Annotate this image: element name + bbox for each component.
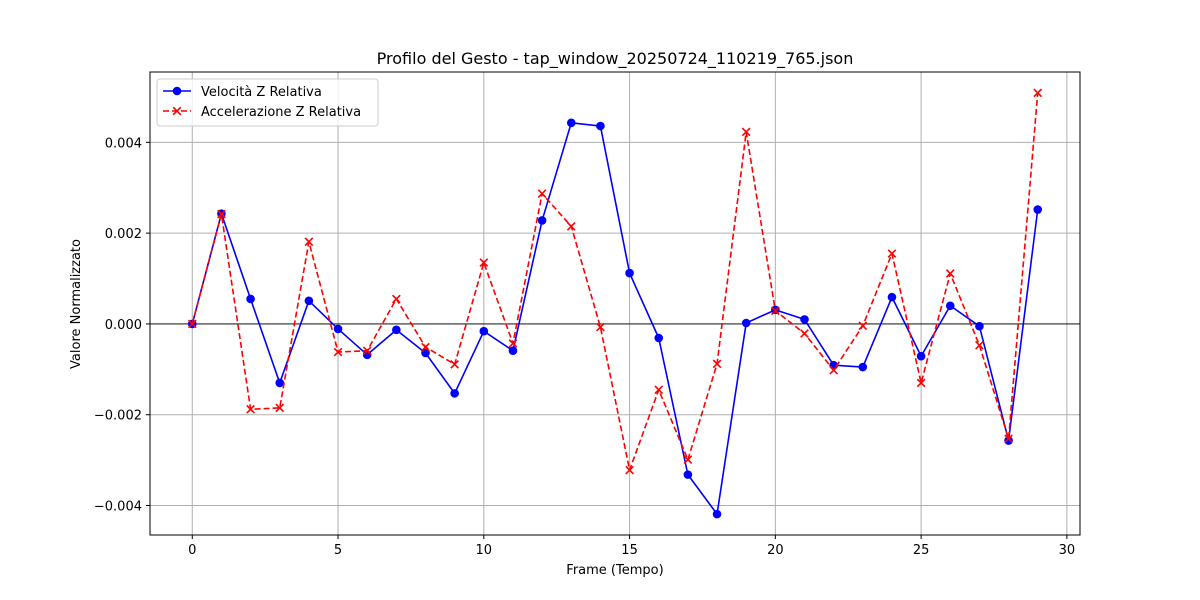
y-tick-label: −0.004 (94, 499, 142, 514)
series-1-point (566, 118, 576, 128)
series-2-point (770, 306, 780, 316)
series-1-point (275, 378, 285, 388)
x-tick-label: 15 (621, 543, 638, 558)
legend-label: Velocità Z Relativa (201, 85, 322, 100)
series-1-point (712, 509, 722, 519)
series-1-point (421, 348, 430, 358)
y-axis-title: Valore Normalizzato (69, 239, 84, 369)
series-1-point (537, 216, 547, 225)
legend-swatch-marker (172, 86, 182, 96)
series-2-point (566, 221, 576, 231)
legend-item-1: Velocità Z Relativa (163, 85, 322, 100)
x-tick-label: 30 (1059, 543, 1076, 558)
series-1-point (887, 292, 897, 302)
series-2-point (217, 209, 226, 219)
legend-item-2: Accelerazione Z Relativa (163, 105, 361, 120)
series-2-point (421, 342, 430, 352)
series-1-point (858, 362, 868, 372)
series-1 (187, 118, 1043, 519)
series-2-point (275, 403, 285, 413)
series-2-point (479, 258, 489, 268)
y-axis: −0.004 −0.002 0.000 0.002 0.004 (94, 136, 150, 514)
series-2-point (304, 237, 314, 247)
series-2-point (1004, 434, 1013, 444)
x-tick-label: 0 (188, 543, 196, 558)
series-1-point (304, 296, 314, 306)
legend-label: Accelerazione Z Relativa (201, 105, 361, 120)
legend-box (156, 78, 379, 127)
plot-area-frame (149, 71, 1081, 536)
x-tick-label: 5 (334, 543, 342, 558)
series-2-point (362, 346, 372, 356)
series-2-point (187, 319, 197, 329)
series-2-point (508, 339, 518, 348)
series-2-point (683, 455, 693, 465)
series-2-point (450, 359, 460, 369)
series-1-point (741, 318, 751, 328)
series-2-point (800, 329, 809, 338)
series-1-point (1033, 205, 1043, 214)
series-1-point (975, 321, 984, 331)
chart-title: Profilo del Gesto - tap_window_20250724_… (377, 49, 854, 69)
series-2-point (537, 189, 547, 199)
legend: Velocità Z Relativa Accelerazione Z Relat… (156, 78, 379, 127)
series-2-point (391, 294, 401, 304)
series-2-point (916, 378, 926, 388)
y-tick-label: −0.002 (94, 409, 142, 424)
series-1-point (246, 294, 255, 304)
series-1-point (654, 333, 664, 343)
series-2-point (858, 321, 868, 331)
series-1-point (450, 389, 459, 398)
x-axis: 0 5 10 15 20 25 30 (188, 535, 1075, 558)
series-2-point (712, 359, 722, 369)
series-2-point (975, 340, 984, 350)
series-2-point (1033, 88, 1043, 98)
series-1-point (625, 268, 634, 278)
legend-swatch-marker (172, 106, 182, 116)
series-1-point (392, 325, 401, 335)
x-tick-label: 20 (767, 543, 784, 558)
series-1-point (683, 470, 693, 479)
series-2 (187, 88, 1043, 475)
series-2-point (654, 385, 664, 395)
series-1-point (1004, 436, 1013, 445)
series-2-point (741, 127, 751, 137)
y-tick-label: 0.004 (105, 136, 142, 151)
x-tick-label: 10 (476, 543, 493, 558)
series-1-point (596, 121, 605, 131)
series-1-point (333, 324, 343, 334)
series-1-point (800, 315, 809, 324)
series-1-point (916, 351, 926, 361)
series-1-line (191, 122, 1039, 515)
series-1-point (479, 326, 489, 336)
x-tick-label: 25 (913, 543, 930, 558)
series-2-point (596, 322, 605, 332)
series-2-point (333, 347, 343, 357)
series-2-point (625, 465, 634, 475)
y-tick-label: 0.002 (105, 227, 142, 242)
series-2-point (246, 404, 255, 414)
series-2-point (887, 249, 897, 258)
series-2-point (829, 365, 839, 375)
series-1-point (508, 346, 518, 356)
series-1-point (945, 301, 955, 311)
y-tick-label: 0.000 (105, 318, 142, 333)
x-axis-title: Frame (Tempo) (566, 563, 663, 578)
series-layer (187, 88, 1043, 519)
series-2-point (945, 269, 955, 278)
series-2-line (191, 92, 1039, 471)
